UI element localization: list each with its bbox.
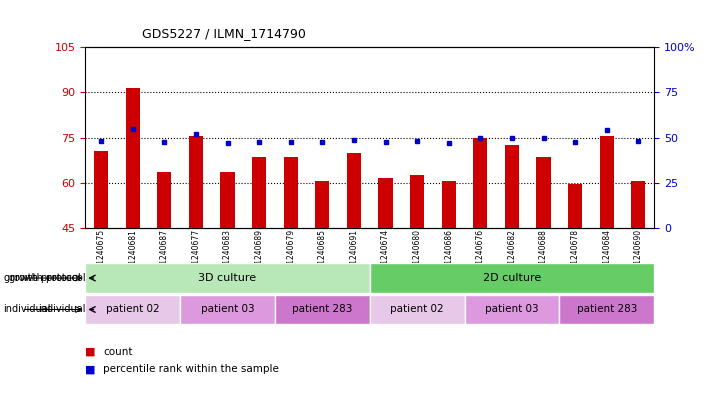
Bar [94, 151, 108, 228]
Text: individual: individual [38, 305, 85, 314]
Bar [189, 136, 203, 228]
Bar [442, 181, 456, 228]
Text: patient 02: patient 02 [106, 305, 159, 314]
Bar [275, 295, 370, 324]
Text: patient 283: patient 283 [577, 305, 637, 314]
Bar [315, 181, 329, 228]
Text: patient 03: patient 03 [201, 305, 255, 314]
Text: patient 02: patient 02 [390, 305, 444, 314]
Bar [560, 295, 654, 324]
Bar [157, 172, 171, 228]
Text: percentile rank within the sample: percentile rank within the sample [103, 364, 279, 375]
Bar [536, 157, 550, 228]
Bar [85, 263, 370, 293]
Bar [126, 88, 140, 228]
Bar [410, 175, 424, 228]
Bar [85, 295, 180, 324]
Bar [370, 263, 654, 293]
Text: patient 283: patient 283 [292, 305, 353, 314]
Bar [474, 138, 488, 228]
Bar [568, 184, 582, 228]
Bar [370, 295, 464, 324]
Text: ■: ■ [85, 347, 96, 357]
Text: patient 03: patient 03 [485, 305, 539, 314]
Text: 3D culture: 3D culture [198, 273, 257, 283]
Bar [252, 157, 266, 228]
Bar [631, 181, 646, 228]
Bar [284, 157, 298, 228]
Bar [505, 145, 519, 228]
Text: growth protocol: growth protocol [4, 273, 80, 283]
Bar [378, 178, 392, 228]
Bar [347, 152, 361, 228]
Bar [180, 295, 275, 324]
Text: count: count [103, 347, 132, 357]
Text: growth protocol: growth protocol [9, 273, 85, 283]
Bar [599, 136, 614, 228]
Text: 2D culture: 2D culture [483, 273, 541, 283]
Bar [220, 172, 235, 228]
Text: GDS5227 / ILMN_1714790: GDS5227 / ILMN_1714790 [142, 28, 306, 40]
Text: individual: individual [4, 304, 51, 314]
Bar [464, 295, 560, 324]
Text: ■: ■ [85, 364, 96, 375]
